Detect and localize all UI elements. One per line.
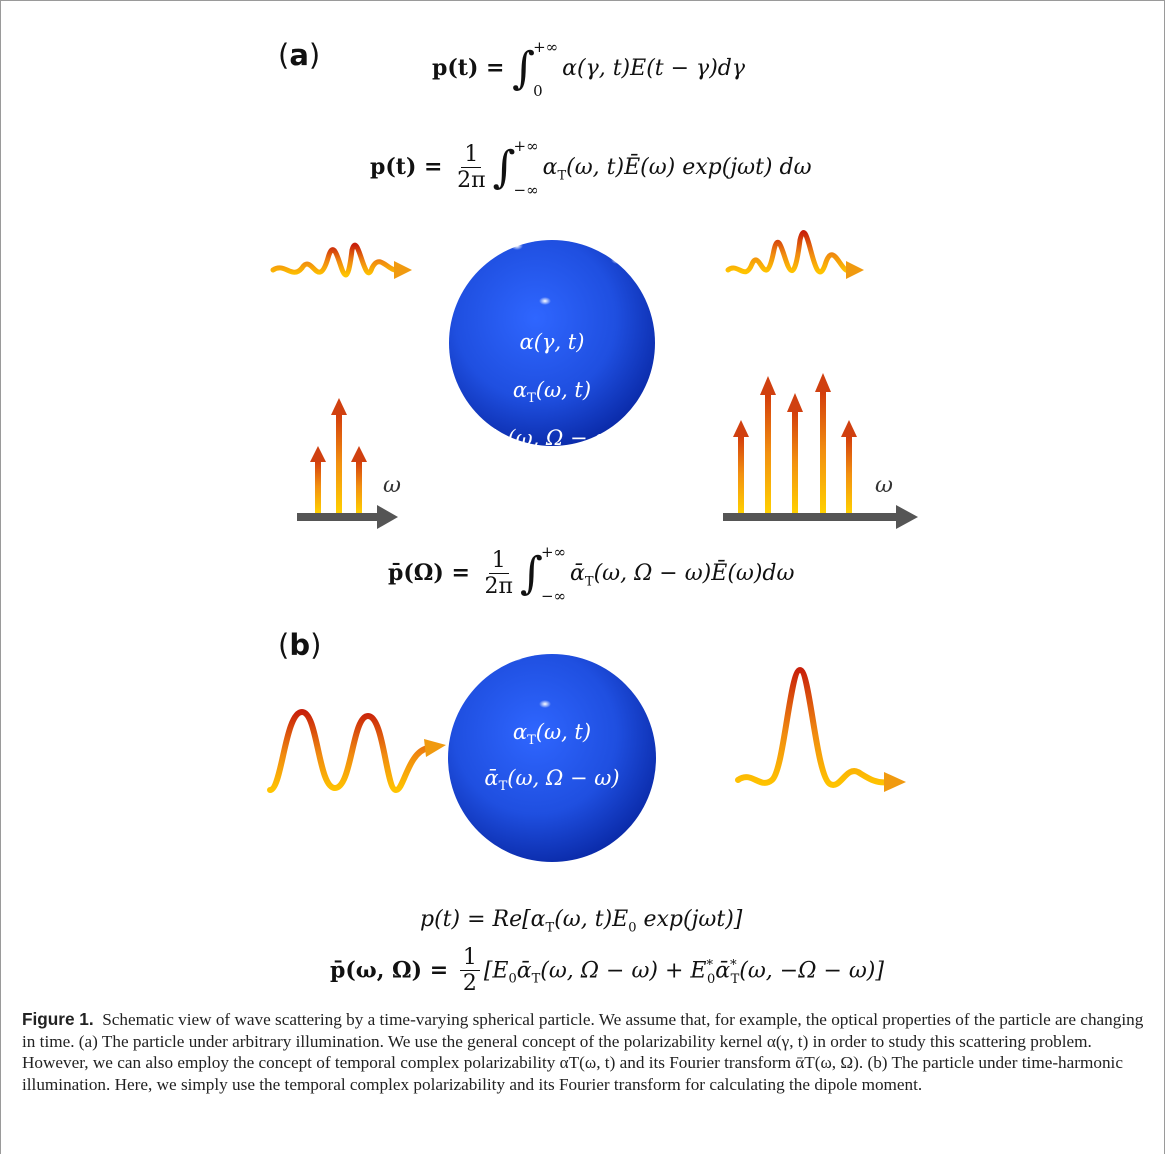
figure-caption: Figure 1. Schematic view of wave scatter…: [22, 1009, 1147, 1095]
wave-b-output: [735, 666, 906, 792]
sphere-b-temporal-label: αT(ω, t): [512, 720, 592, 749]
wave-a-input: [270, 242, 412, 279]
omega-axis-label-output: ω: [875, 473, 893, 498]
caption-text: Schematic view of wave scattering by a t…: [22, 1010, 1144, 1094]
scattering-diagram: [267, 230, 918, 862]
sphere-a-fourier-label: ᾱT(ω, Ω − ω): [484, 426, 620, 455]
equation-time-harmonic-spectrum: p̄(ω, Ω) = 1 2 [E0ᾱT(ω, Ω − ω) + E*0ᾱ*T(ω,…: [330, 945, 884, 997]
omega-axis-label-input: ω: [383, 473, 401, 498]
equation-polarization-kernel: p(t) = ∫ +∞ 0 α(γ, t)E(t − γ)dγ: [432, 38, 746, 100]
equation-time-harmonic-dipole: p(t) = Re[αT(ω, t)E0 exp(jωt)]: [420, 907, 743, 936]
spectrum-output: [723, 373, 918, 529]
sphere-b: [448, 653, 656, 862]
wave-b-input: [267, 708, 446, 794]
wave-a-output: [725, 230, 864, 279]
sphere-b-fourier-label: ᾱT(ω, Ω − ω): [484, 766, 620, 795]
equation-dipole-spectrum: p̄(Ω) = 1 2π ∫ +∞ −∞ ᾱT(ω, Ω − ω)Ē(ω)dω: [388, 543, 795, 605]
caption-label: Figure 1.: [22, 1009, 94, 1029]
equation-polarization-frequency: p(t) = 1 2π ∫ +∞ −∞ αT(ω, t)Ē(ω) exp(jωt) dω: [370, 137, 812, 199]
spectrum-input: [297, 398, 398, 529]
sphere-a-temporal-label: αT(ω, t): [512, 378, 592, 407]
panel-a-label: (a): [278, 38, 321, 72]
sphere-a-kernel-label: α(γ, t): [519, 330, 585, 354]
panel-b-label: (b): [278, 628, 322, 662]
sphere-a: [449, 240, 655, 446]
